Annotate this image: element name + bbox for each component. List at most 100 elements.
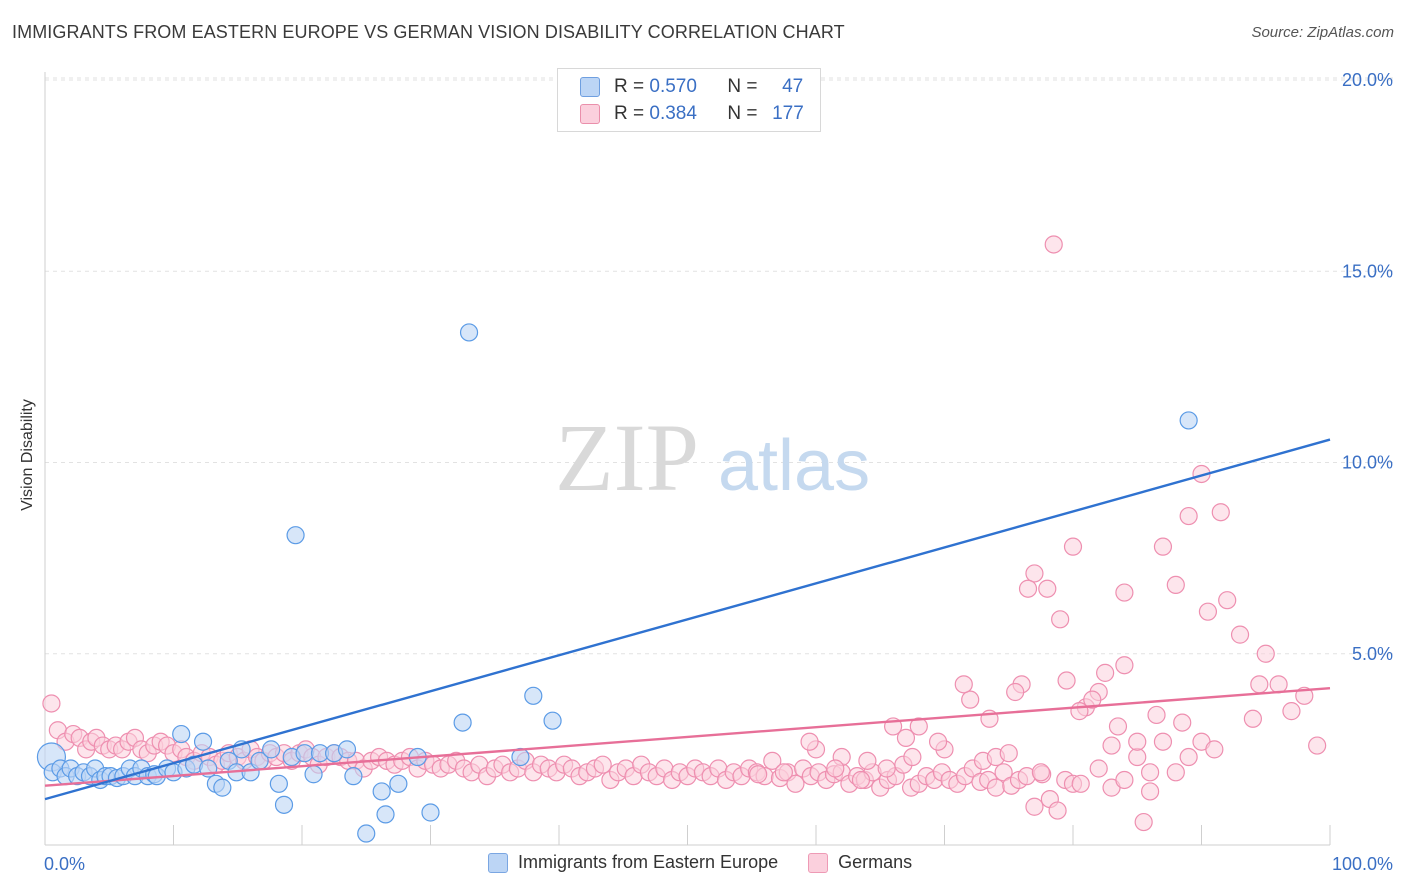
germans-point	[786, 774, 805, 793]
y-tick-label: 5.0%	[1352, 644, 1393, 664]
x-tick-label: 0.0%	[44, 854, 85, 874]
germans-point	[1166, 575, 1185, 595]
germans-point	[1051, 610, 1070, 629]
immigrants-point	[357, 824, 376, 843]
germans-point	[877, 759, 896, 778]
germans-point	[858, 751, 877, 770]
germans-point	[1166, 763, 1185, 782]
germans-point	[1153, 732, 1173, 751]
germans-point	[1179, 506, 1198, 526]
immigrants-point	[262, 740, 281, 759]
immigrants-point	[213, 778, 232, 797]
germans-point	[1282, 702, 1301, 721]
germans-point	[1044, 235, 1063, 254]
immigrants-point	[286, 526, 305, 545]
grid-lines	[45, 77, 1395, 655]
germans-point	[1115, 770, 1134, 790]
r-value: 0.384	[649, 103, 697, 124]
n-value: 47	[782, 76, 804, 97]
germans-point	[1089, 759, 1108, 778]
germans-point	[1140, 782, 1160, 801]
germans-point	[1063, 537, 1083, 556]
germans-point	[928, 732, 948, 751]
n-label: N =	[727, 103, 758, 124]
germans-point	[1071, 774, 1090, 793]
trend-lines	[44, 438, 1331, 801]
germans-point	[1048, 801, 1067, 820]
germans-point	[1218, 591, 1237, 610]
germans-points	[42, 235, 1327, 832]
immigrants-point	[172, 724, 191, 744]
immigrants-legend-swatch	[488, 852, 508, 873]
immigrants-point	[344, 767, 363, 786]
germans-point	[1256, 644, 1275, 663]
immigrants-point	[304, 765, 323, 784]
germans-point	[909, 717, 928, 736]
germans-point	[1018, 579, 1038, 598]
immigrants-point	[274, 795, 294, 814]
legend-item-immigrants[interactable]: Immigrants from Eastern Europe	[488, 852, 778, 873]
y-axis-label: Vision Disability	[19, 399, 36, 511]
immigrants-point	[372, 782, 391, 801]
germans-point	[1198, 602, 1218, 621]
germans-point	[763, 751, 782, 770]
immigrants-point	[389, 774, 408, 793]
germans-point	[1038, 579, 1057, 598]
germans-point	[1134, 812, 1153, 832]
germans-trend-line	[44, 686, 1331, 787]
germans-point	[1031, 763, 1050, 782]
germans-point	[1140, 763, 1160, 782]
r-label: R =	[614, 76, 645, 97]
germans-point	[749, 765, 768, 784]
germans-point	[1153, 537, 1173, 556]
germans-point	[1250, 675, 1269, 694]
germans-point	[774, 763, 793, 782]
germans-point	[994, 763, 1013, 782]
germans-point	[1096, 663, 1115, 682]
immigrants-trend-line	[44, 438, 1331, 801]
germans-point	[1025, 564, 1044, 583]
germans-point	[1243, 709, 1263, 728]
germans-point	[1230, 625, 1250, 644]
germans-point	[42, 694, 61, 713]
legend-item-germans[interactable]: Germans	[808, 852, 912, 873]
immigrants-point	[193, 732, 213, 751]
n-value: 177	[772, 103, 804, 124]
germans-point	[1102, 736, 1121, 755]
y-tick-label: 15.0%	[1342, 261, 1393, 281]
immigrants-point	[1179, 411, 1198, 430]
germans-point	[903, 747, 922, 767]
immigrants-swatch	[580, 77, 600, 97]
germans-point	[896, 728, 916, 748]
germans-point	[1205, 740, 1224, 759]
stats-row-germans: R = 0.384 N = 177	[580, 102, 804, 126]
germans-point	[1108, 717, 1128, 736]
source-note: Source: ZipAtlas.com	[1251, 24, 1394, 41]
germans-point	[999, 744, 1018, 763]
tick-labels: 5.0% 10.0% 15.0% 20.0% 0.0% 100.0%	[44, 70, 1393, 874]
immigrants-point	[295, 744, 314, 763]
axes	[44, 72, 1331, 846]
immigrants-point	[421, 803, 440, 822]
germans-point	[593, 755, 612, 774]
legend-label-immigrants: Immigrants from Eastern Europe	[518, 852, 779, 872]
germans-point	[826, 759, 845, 778]
germans-point	[1057, 671, 1076, 690]
germans-point	[961, 690, 980, 709]
y-tick-label: 10.0%	[1342, 453, 1393, 473]
germans-point	[1025, 797, 1044, 816]
watermark: ZIP atlas	[555, 404, 870, 511]
germans-point	[1179, 747, 1198, 767]
germans-point	[1128, 732, 1147, 751]
series-legend: Immigrants from Eastern Europe Germans	[488, 852, 942, 873]
legend-label-germans: Germans	[838, 852, 913, 872]
germans-point	[986, 778, 1006, 797]
germans-point	[954, 675, 973, 694]
immigrants-point	[459, 323, 479, 342]
y-tick-label: 20.0%	[1342, 70, 1393, 90]
r-label: R =	[614, 103, 645, 124]
stats-row-immigrants: R = 0.570 N = 47	[580, 75, 803, 99]
germans-point	[1173, 713, 1192, 732]
germans-point	[851, 770, 871, 790]
germans-point	[1308, 736, 1327, 755]
